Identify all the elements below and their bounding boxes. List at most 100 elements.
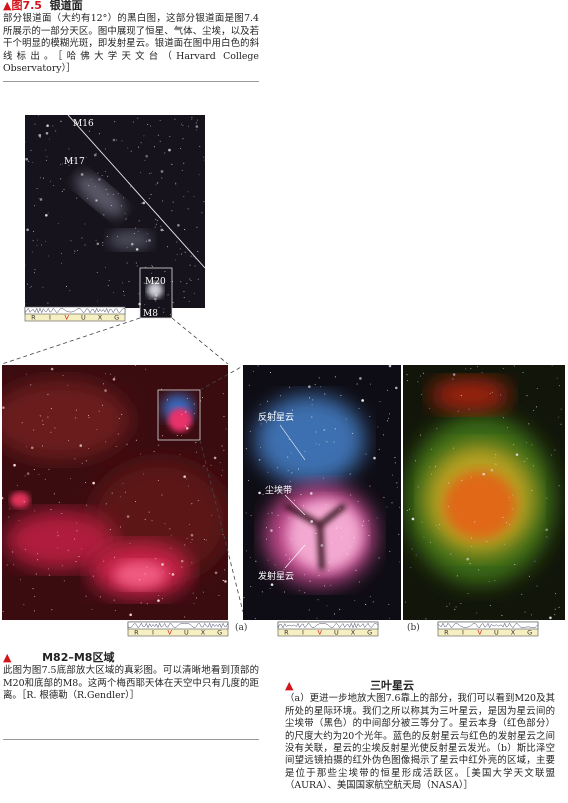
star xyxy=(38,115,40,116)
star xyxy=(254,618,256,620)
marker: ▲ xyxy=(3,0,12,12)
star xyxy=(62,375,64,377)
star xyxy=(330,584,332,586)
star xyxy=(425,618,427,620)
star xyxy=(26,472,30,475)
star xyxy=(160,225,162,227)
star xyxy=(48,255,50,257)
star xyxy=(533,409,535,411)
star xyxy=(30,384,32,386)
star xyxy=(184,411,186,413)
star xyxy=(143,473,145,475)
star xyxy=(45,149,47,151)
star xyxy=(111,492,113,494)
star xyxy=(471,545,473,547)
star xyxy=(300,494,302,496)
star xyxy=(415,460,417,462)
star xyxy=(341,536,343,538)
star xyxy=(121,140,123,142)
star xyxy=(95,152,97,154)
star xyxy=(353,537,355,539)
star xyxy=(150,194,152,196)
star xyxy=(289,480,291,482)
star xyxy=(183,162,185,164)
star xyxy=(180,147,182,149)
spectrum-band-label: U xyxy=(494,629,499,637)
star xyxy=(438,527,440,529)
star xyxy=(150,125,152,127)
star xyxy=(494,580,496,582)
star xyxy=(181,253,183,255)
spectrum-band-label: I xyxy=(462,629,464,637)
star xyxy=(186,537,188,539)
star xyxy=(32,588,34,590)
star xyxy=(144,266,146,268)
star xyxy=(117,193,119,195)
star xyxy=(104,267,106,269)
star xyxy=(188,485,190,487)
star xyxy=(317,599,319,601)
star xyxy=(60,164,62,166)
star xyxy=(33,205,35,207)
star xyxy=(255,560,257,562)
star xyxy=(193,292,195,294)
star xyxy=(288,439,290,441)
star xyxy=(386,420,388,422)
star xyxy=(260,446,262,448)
star xyxy=(144,519,146,521)
star xyxy=(461,479,463,481)
star xyxy=(144,159,146,161)
star xyxy=(335,527,337,529)
star xyxy=(526,458,528,460)
star xyxy=(140,172,142,174)
star xyxy=(534,560,536,562)
star xyxy=(197,119,199,121)
star xyxy=(378,448,380,450)
star xyxy=(345,418,347,420)
star xyxy=(218,594,220,596)
star xyxy=(12,551,14,553)
star xyxy=(91,179,93,181)
star xyxy=(189,278,191,280)
star xyxy=(423,536,425,538)
star xyxy=(469,563,471,565)
star xyxy=(24,475,26,477)
star xyxy=(194,412,196,414)
star xyxy=(551,454,553,456)
star xyxy=(316,617,318,619)
star xyxy=(283,591,285,593)
star xyxy=(114,609,116,611)
spectrum-band-label: X xyxy=(511,629,516,637)
star xyxy=(157,599,160,602)
star xyxy=(153,450,155,452)
star xyxy=(259,459,261,461)
star xyxy=(359,377,362,380)
star xyxy=(436,427,438,429)
star xyxy=(130,150,132,152)
star xyxy=(191,118,193,120)
rule xyxy=(3,81,259,82)
star xyxy=(243,597,245,599)
star xyxy=(53,493,55,495)
star xyxy=(124,491,126,493)
star xyxy=(526,441,528,443)
star xyxy=(129,309,131,311)
star xyxy=(261,591,263,593)
star xyxy=(148,239,151,242)
star xyxy=(152,265,154,267)
star xyxy=(23,604,25,606)
star xyxy=(69,160,71,162)
star xyxy=(222,393,224,395)
star xyxy=(315,532,317,534)
star xyxy=(155,184,157,186)
star xyxy=(81,548,83,550)
star xyxy=(535,406,537,408)
panel-label: (a) xyxy=(235,622,247,633)
star xyxy=(310,520,313,523)
figure-7-7-caption: ▲ 三叶星云 （a）更进一步地放大图7.6靠上的部分，我们可以看到M20及其所处… xyxy=(285,679,555,793)
star xyxy=(43,177,45,179)
star xyxy=(104,171,106,173)
image-label: M16 xyxy=(73,119,94,129)
star xyxy=(142,201,146,205)
star xyxy=(105,503,107,505)
